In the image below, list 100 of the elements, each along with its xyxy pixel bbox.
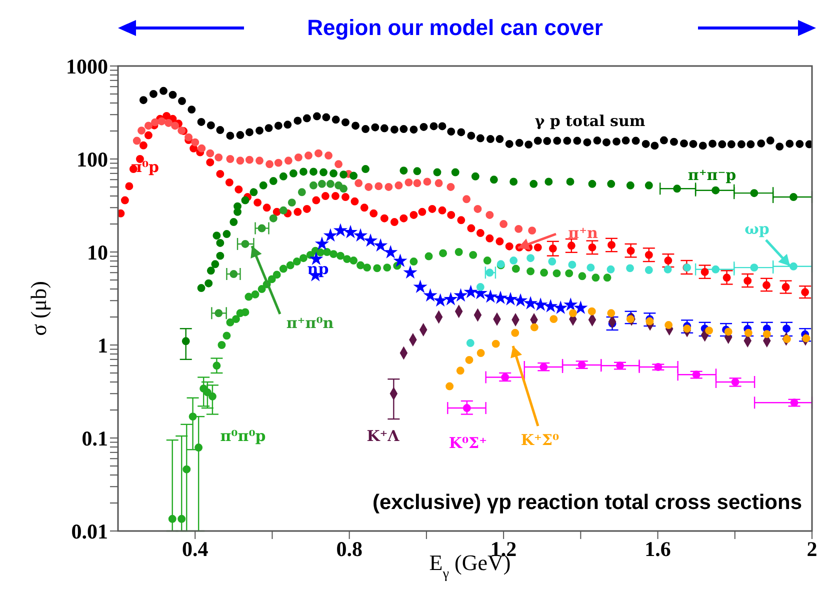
- point: [364, 183, 373, 191]
- point: [578, 272, 586, 280]
- point: [203, 388, 212, 396]
- series-label: K⁰Σ⁺: [448, 434, 488, 452]
- point: [284, 156, 292, 165]
- point: [373, 264, 382, 272]
- point: [310, 168, 318, 176]
- point: [476, 349, 485, 357]
- point: [782, 335, 791, 343]
- point: [626, 315, 634, 324]
- point: [404, 178, 413, 186]
- point: [465, 356, 474, 364]
- point: [673, 184, 682, 193]
- point: [592, 274, 600, 282]
- point: [316, 238, 328, 250]
- point: [574, 302, 587, 314]
- point: [438, 206, 446, 214]
- point: [151, 118, 159, 126]
- point: [424, 289, 436, 301]
- point: [390, 218, 398, 226]
- point: [414, 280, 426, 292]
- text: K⁺Σ⁰: [520, 430, 560, 449]
- point: [750, 264, 758, 272]
- point: [259, 181, 268, 190]
- point: [324, 229, 336, 241]
- point: [607, 309, 616, 318]
- point: [565, 269, 574, 278]
- point: [512, 264, 520, 273]
- point: [394, 181, 403, 190]
- point: [466, 339, 474, 347]
- point: [692, 370, 700, 379]
- point: [279, 206, 288, 214]
- point: [178, 514, 186, 523]
- point: [214, 153, 223, 162]
- point: [588, 180, 596, 188]
- point: [254, 198, 262, 207]
- point: [211, 260, 220, 268]
- point: [526, 254, 535, 262]
- point: [258, 285, 266, 293]
- y-tick-label: 0.1: [82, 426, 108, 450]
- point: [274, 158, 282, 167]
- point: [474, 205, 482, 213]
- point: [344, 226, 357, 238]
- chart-title: Region our model can cover: [307, 15, 604, 40]
- point: [316, 248, 324, 256]
- point: [226, 155, 234, 163]
- point: [374, 182, 383, 190]
- point: [360, 204, 368, 212]
- x-tick-label: 1.6: [644, 536, 671, 561]
- point: [528, 226, 536, 235]
- point: [120, 196, 129, 204]
- point: [331, 192, 340, 200]
- point: [350, 172, 358, 180]
- point: [514, 224, 523, 233]
- point: [251, 290, 260, 298]
- point: [476, 229, 484, 237]
- point: [232, 315, 240, 324]
- point: [206, 158, 214, 166]
- point: [342, 193, 350, 201]
- point: [494, 292, 507, 304]
- point: [447, 211, 456, 219]
- point: [552, 269, 561, 278]
- legend-label: π⁺n: [568, 224, 598, 242]
- point: [608, 241, 616, 249]
- point: [750, 189, 758, 198]
- point: [314, 149, 322, 158]
- point: [469, 250, 478, 259]
- point: [218, 341, 226, 349]
- point: [292, 258, 301, 266]
- point: [510, 256, 518, 264]
- point: [434, 179, 443, 188]
- point: [548, 244, 557, 252]
- point: [413, 179, 422, 188]
- point: [266, 160, 274, 168]
- point: [607, 180, 616, 188]
- point: [510, 178, 518, 186]
- point: [490, 176, 498, 184]
- point: [225, 178, 234, 186]
- point: [318, 180, 326, 188]
- point: [554, 302, 567, 314]
- series-label: π⁰π⁰p: [220, 426, 266, 445]
- point: [216, 239, 224, 247]
- point: [222, 230, 231, 238]
- point: [544, 178, 553, 186]
- point: [802, 334, 810, 342]
- point: [567, 242, 576, 250]
- point: [471, 172, 480, 180]
- point: [394, 254, 406, 266]
- point: [330, 250, 338, 258]
- point: [354, 229, 367, 241]
- point: [564, 298, 577, 310]
- point: [125, 182, 134, 190]
- point: [162, 112, 171, 120]
- point: [241, 308, 250, 316]
- point: [428, 205, 436, 213]
- point: [340, 170, 348, 179]
- point: [334, 160, 343, 168]
- point: [524, 297, 537, 309]
- point: [191, 138, 200, 146]
- point: [530, 323, 538, 332]
